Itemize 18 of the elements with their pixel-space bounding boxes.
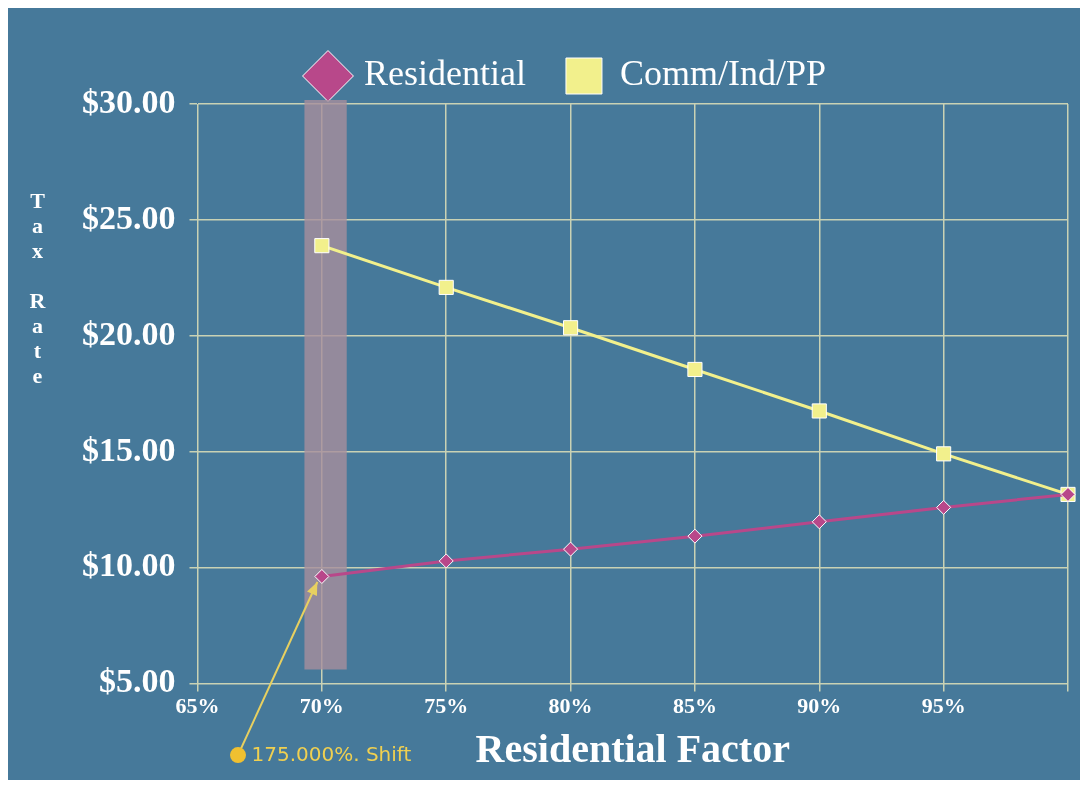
x-tick-label: 80% (548, 693, 593, 719)
x-tick-label: 85% (672, 693, 717, 719)
legend-label: Comm/Ind/PP (619, 53, 827, 94)
x-tick-label: 95% (921, 693, 966, 719)
y-axis-title: Tax Rate (25, 188, 50, 388)
x-tick-label: 70% (299, 693, 344, 719)
y-tick-label: $30.00 (82, 82, 176, 120)
legend-label: Residential (363, 53, 526, 94)
x-tick-label: 90% (797, 693, 842, 719)
x-tick-label: 65% (175, 693, 220, 719)
y-tick-label: $10.00 (82, 546, 176, 584)
y-tick-label: $25.00 (82, 198, 176, 236)
x-axis-title: Residential Factor (475, 726, 790, 772)
annotation: 175.000%. Shift (251, 741, 412, 766)
y-tick-label: $5.00 (99, 662, 176, 700)
y-tick-label: $15.00 (82, 430, 176, 468)
x-tick-label: 75% (424, 693, 469, 719)
y-tick-label: $20.00 (82, 314, 176, 352)
